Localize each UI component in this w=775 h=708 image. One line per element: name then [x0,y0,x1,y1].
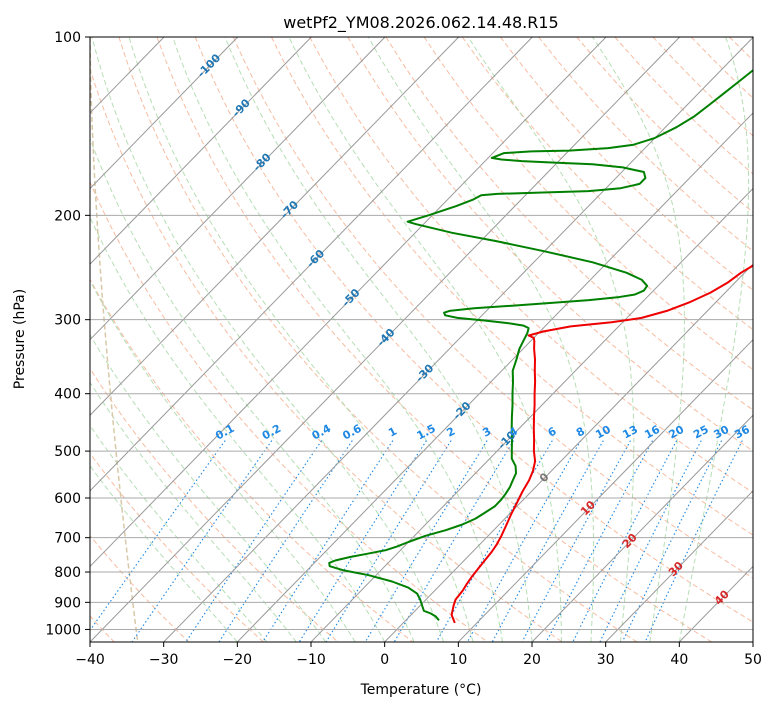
dry-adiabat-line [232,37,753,579]
x-tick-label: 0 [380,652,389,668]
y-tick-label: 100 [54,30,81,46]
mixing-ratio-line [572,440,678,642]
chart-title: wetPf2_YM08.2026.062.14.48.R15 [283,13,558,33]
isotherm-line [90,37,533,492]
moist-adiabat-line [91,37,445,642]
moist-adiabat-line [90,424,268,642]
isotherm-line [531,414,753,642]
y-axis-title: Pressure (hPa) [12,289,28,389]
x-tick-label: −40 [75,652,105,668]
mixing-ratio-label: 13 [620,423,640,442]
moist-adiabat-line [224,37,533,642]
y-tick-label: 500 [54,444,81,460]
moist-adiabat-line [591,37,685,642]
isotherm-line [457,338,753,642]
y-tick-label: 600 [54,491,81,507]
moist-adiabat-line [90,381,297,642]
moist-adiabat-line [90,216,386,642]
isotherm-line [605,490,753,642]
dry-adiabat-line [118,37,638,642]
dry-adiabat-line [385,37,753,411]
dry-adiabat-line [347,37,753,452]
y-tick-label: 800 [54,565,81,581]
mixing-ratio-line [298,440,427,642]
isotherm-line [384,263,753,642]
x-tick-label: 50 [744,652,762,668]
moist-adiabat-line [172,37,503,642]
mixing-ratio-line [131,440,273,642]
mixing-ratio-label: 30 [712,423,732,442]
mixing-ratio-line [262,440,394,642]
y-tick-label: 300 [54,313,81,329]
mixing-ratio-line [644,440,743,642]
moist-adiabat-line [90,464,238,642]
dry-adiabat-line [309,37,753,494]
mixing-ratio-line [435,440,553,642]
x-tick-label: −10 [296,652,326,668]
mixing-ratio-label: 16 [642,423,662,442]
mixing-ratio-line [90,440,226,632]
isotherm-line [90,37,460,416]
x-tick-label: −30 [149,652,179,668]
dry-adiabat-line [500,37,753,291]
dry-adiabat-line [768,37,775,644]
mixing-ratio-label: 25 [691,423,711,442]
x-tick-label: 30 [597,652,615,668]
isobar-grid [90,37,753,630]
x-tick-label: −20 [223,652,253,668]
isotherm-line [90,37,607,568]
moist-adiabat-line [467,37,635,642]
y-tick-label: 1000 [45,622,81,638]
temperature-line [450,264,753,624]
moist-adiabat-line [288,37,562,642]
dewpoint-line [328,68,753,621]
mixing-ratio-line [218,440,353,642]
dry-adiabat-line [271,37,753,536]
y-tick-label: 400 [54,387,81,403]
y-axis: 100 200 300 400 500 600 700 800 900 1000 [45,30,90,638]
isotherm-line [90,37,312,265]
moist-adiabat-line [90,333,327,642]
x-tick-label: 20 [523,652,541,668]
background-lines [90,37,775,644]
x-axis-title: Temperature (°C) [360,682,482,698]
mixing-ratio-line [491,440,604,642]
mixing-ratio-label: 20 [667,423,687,442]
isotherm-line [236,112,753,642]
isotherm-line [90,37,239,190]
mixing-ratio-label: 36 [732,423,752,442]
profile-lines [328,68,753,624]
x-tick-label: 40 [670,652,688,668]
mixing-ratio-label: 10 [593,423,613,442]
isotherm-line [90,37,681,642]
x-tick-label: 10 [449,652,467,668]
moist-adiabat-line [367,37,595,642]
moist-adiabat-line [678,37,750,642]
isotherm-line [752,641,753,642]
dry-adiabat-line [461,37,753,331]
moist-adiabat-line [128,37,474,642]
x-axis: −40 −30 −20 −10 0 10 20 30 40 50 [75,642,762,668]
plot-background [90,37,753,642]
mixing-ratio-line [599,440,702,642]
mixing-ratio-line [185,440,323,642]
y-tick-label: 900 [54,595,81,611]
dry-adiabat-line [90,180,489,642]
y-tick-label: 700 [54,531,81,547]
plot-frame [89,36,754,643]
mixing-ratio-line [621,440,723,642]
y-tick-label: 200 [54,208,81,224]
